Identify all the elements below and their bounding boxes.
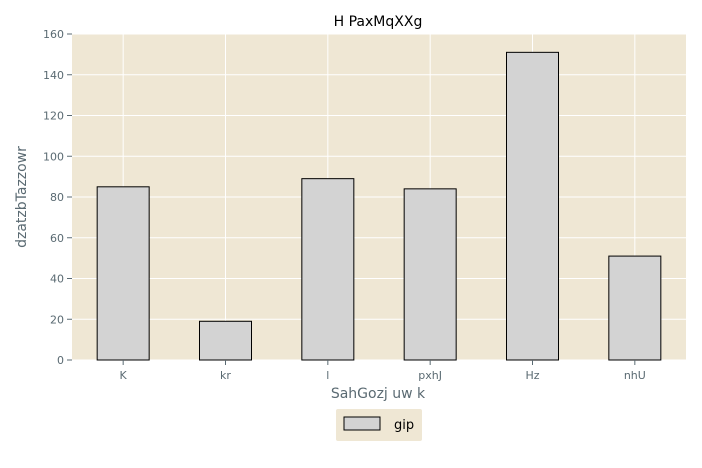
bar-l bbox=[301, 178, 355, 361]
x-tick-label: K bbox=[120, 369, 128, 382]
bar-K bbox=[96, 186, 150, 361]
bar-Hz bbox=[506, 51, 559, 361]
y-tick-label: 140 bbox=[43, 69, 64, 82]
y-tick-label: 60 bbox=[50, 232, 64, 245]
x-tick-label: nhU bbox=[624, 369, 646, 382]
bar-kr bbox=[199, 320, 252, 361]
legend-label: gip bbox=[394, 418, 414, 433]
y-tick-label: 40 bbox=[50, 273, 64, 286]
y-tick-label: 20 bbox=[50, 313, 64, 326]
chart-title: H PaxMqXXg bbox=[334, 14, 423, 30]
y-tick-label: 0 bbox=[57, 354, 64, 367]
legend-swatch bbox=[343, 416, 381, 431]
y-tick-label: 80 bbox=[50, 191, 64, 204]
y-axis-label: dzatzbTazzowr bbox=[14, 146, 30, 248]
bar-pxhJ bbox=[403, 188, 457, 361]
y-tick-label: 160 bbox=[43, 28, 64, 41]
bars bbox=[96, 51, 662, 361]
legend: gip bbox=[336, 409, 422, 441]
x-axis-label: SahGozj uw k bbox=[331, 386, 426, 402]
x-tick-label: pxhJ bbox=[418, 369, 442, 382]
x-tick-label: Hz bbox=[525, 369, 539, 382]
bar-nhU bbox=[608, 255, 662, 361]
y-tick-label: 120 bbox=[43, 110, 64, 123]
y-tick-label: 100 bbox=[43, 150, 64, 163]
x-tick-label: l bbox=[326, 369, 329, 382]
x-tick-label: kr bbox=[220, 369, 231, 382]
y-axis-ticks: 0 20 40 60 80 100 120 140 160 bbox=[43, 28, 72, 367]
